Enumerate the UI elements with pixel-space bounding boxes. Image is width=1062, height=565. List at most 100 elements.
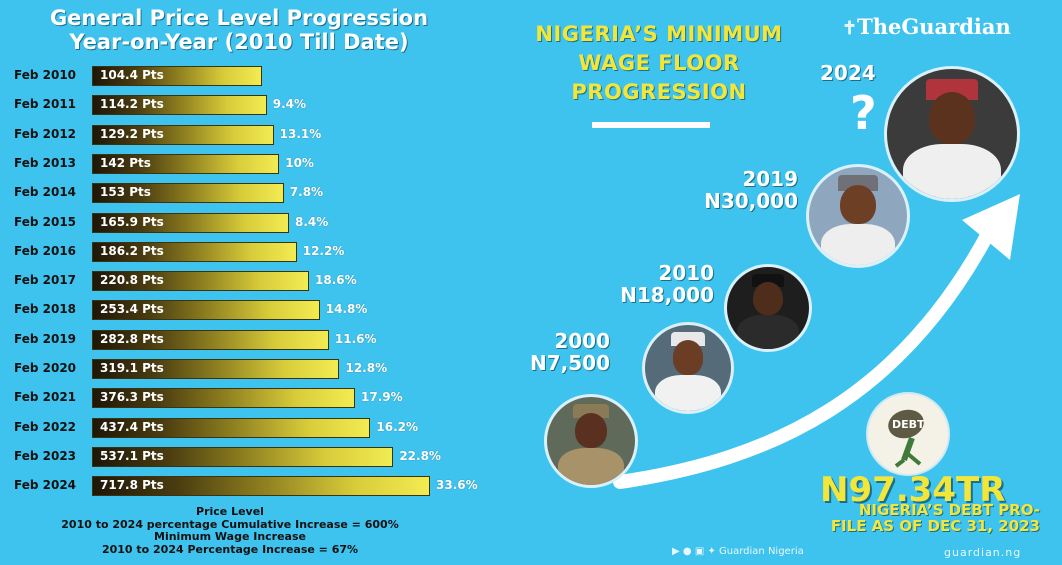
debt-caption-line2: FILE AS OF DEC 31, 2023 [830,517,1040,535]
wage-title-line2: WAGE FLOOR [578,51,740,75]
instagram-icon: ▣ [694,546,705,557]
rising-arrow [613,194,1020,489]
bar-value-label: 142 Pts [100,155,151,170]
bar-value-label: 186.2 Pts [100,243,164,258]
bar-percent-label: 14.8% [325,302,368,317]
bar [92,241,297,262]
bar-value-label: 253.4 Pts [100,302,164,317]
bar-value-label: 220.8 Pts [100,273,164,288]
bar-year-label: Feb 2023 [14,448,77,463]
bar-row: Feb 2024 717.8 Pts 33.6% [0,474,480,498]
logo-mark-icon: ✝ [842,18,858,39]
bar-row: Feb 2023 537.1 Pts 22.8% [0,445,480,469]
bar-percent-label: 11.6% [334,331,377,346]
debt-caption-line1: NIGERIA’S DEBT PRO- [858,501,1040,519]
bar-percent-label: 8.4% [294,214,329,229]
wage-title: NIGERIA’S MINIMUM WAGE FLOOR PROGRESSION [494,20,824,107]
bar-percent-label: 33.6% [436,478,478,493]
bar-year-label: Feb 2014 [14,185,77,200]
bar-year-label: Feb 2016 [14,243,77,258]
bar-row: Feb 2017 220.8 Pts 18.6% [0,269,480,293]
notes-line1: Price Level [196,505,264,518]
twitter-icon: ✦ [707,546,716,557]
bar [92,95,267,116]
wage-title-line1: NIGERIA’S MINIMUM [535,22,783,46]
milestone-2019-year: 2019 [742,167,798,191]
bar-year-label: Feb 2022 [14,419,77,434]
milestone-2000: 2000 N7,500 [510,330,610,374]
bar-row: Feb 2013 142 Pts 10% [0,152,480,176]
bar-year-label: Feb 2018 [14,302,77,317]
bar-percent-label: 7.8% [289,185,324,200]
bar-percent-label: 10% [285,155,314,170]
bar-value-label: 437.4 Pts [100,419,164,434]
bar [92,446,394,467]
facebook-icon: ● [682,546,692,557]
social-handle-text: Guardian Nigeria [719,546,804,557]
milestone-2010-year: 2010 [658,261,714,285]
bar [92,153,280,174]
portrait-2010 [724,264,812,352]
bar [92,359,340,379]
bar-value-label: 165.9 Pts [100,214,164,229]
chart-title: General Price Level Progression Year-on-… [0,6,478,54]
bar [92,271,310,292]
bar-value-label: 104.4 Pts [100,68,164,82]
bar-row: Feb 2012 129.2 Pts 13.1% [0,123,480,147]
website-url: guardian.ng [944,546,1022,559]
title-underline [592,122,710,128]
bar-percent-label: 17.9% [361,390,403,405]
wage-title-line3: PROGRESSION [571,80,747,104]
bar [92,124,274,145]
debt-caption: NIGERIA’S DEBT PRO- FILE AS OF DEC 31, 2… [770,502,1040,534]
debt-amount: N97.34TR [820,470,1006,510]
bar-value-label: 717.8 Pts [100,478,164,493]
milestone-2010: 2010 N18,000 [600,262,714,306]
bar-row: Feb 2022 437.4 Pts 16.2% [0,416,480,440]
milestone-2000-wage: N7,500 [530,351,610,375]
milestone-2000-year: 2000 [554,329,610,353]
bar-row: Feb 2011 114.2 Pts 9.4% [0,93,480,117]
debt-carrier-icon: DEBT [888,409,925,468]
bar-percent-label: 12.2% [302,243,345,258]
bar-percent-label: 16.2% [376,419,419,434]
milestone-2019-wage: N30,000 [704,189,798,213]
chart-title-line1: General Price Level Progression [49,6,429,30]
bar-percent-label: 18.6% [315,273,357,288]
bar-value-label: 114.2 Pts [100,97,164,112]
bar [92,417,371,438]
bar-percent-label: 12.8% [345,361,388,375]
bar-percent-label: 22.8% [399,448,441,463]
bar-row: Feb 2020 319.1 Pts 12.8% [0,357,480,381]
bar-year-label: Feb 2024 [14,478,77,493]
bar-value-label: 319.1 Pts [100,361,164,375]
notes-line2: 2010 to 2024 percentage Cumulative Incre… [61,517,399,531]
bar-year-label: Feb 2020 [14,361,77,375]
bar-year-label: Feb 2019 [14,331,77,346]
bar-value-label: 153 Pts [100,185,151,200]
bar-percent-label: 9.4% [272,97,307,112]
portrait-2024 [884,66,1020,202]
bar-row: Feb 2014 153 Pts 7.8% [0,181,480,205]
bar [92,300,320,321]
bar-year-label: Feb 2011 [14,97,77,112]
milestone-2024-year: 2024 [820,61,876,85]
bar-row: Feb 2010 104.4 Pts [0,64,480,88]
logo-text: TheGuardian [857,14,1011,39]
milestone-2024-question: ? [850,86,877,140]
portrait-2000-left [544,394,638,488]
bar-year-label: Feb 2010 [14,68,77,82]
bar-value-label: 537.1 Pts [100,448,164,463]
bar-row: Feb 2019 282.8 Pts 11.6% [0,328,480,352]
bar-row: Feb 2015 165.9 Pts 8.4% [0,211,480,235]
notes-line4: 2010 to 2024 Percentage Increase = 67% [101,542,359,556]
bar-row: Feb 2016 186.2 Pts 12.2% [0,240,480,264]
notes-line3: Minimum Wage Increase [154,530,306,543]
bar-year-label: Feb 2013 [14,155,77,170]
portrait-2019 [806,164,910,268]
bar-value-label: 376.3 Pts [100,390,164,405]
milestone-2019: 2019 N30,000 [680,168,798,212]
bar-year-label: Feb 2021 [14,390,77,405]
bar-year-label: Feb 2012 [14,126,77,141]
bar-year-label: Feb 2015 [14,214,77,229]
